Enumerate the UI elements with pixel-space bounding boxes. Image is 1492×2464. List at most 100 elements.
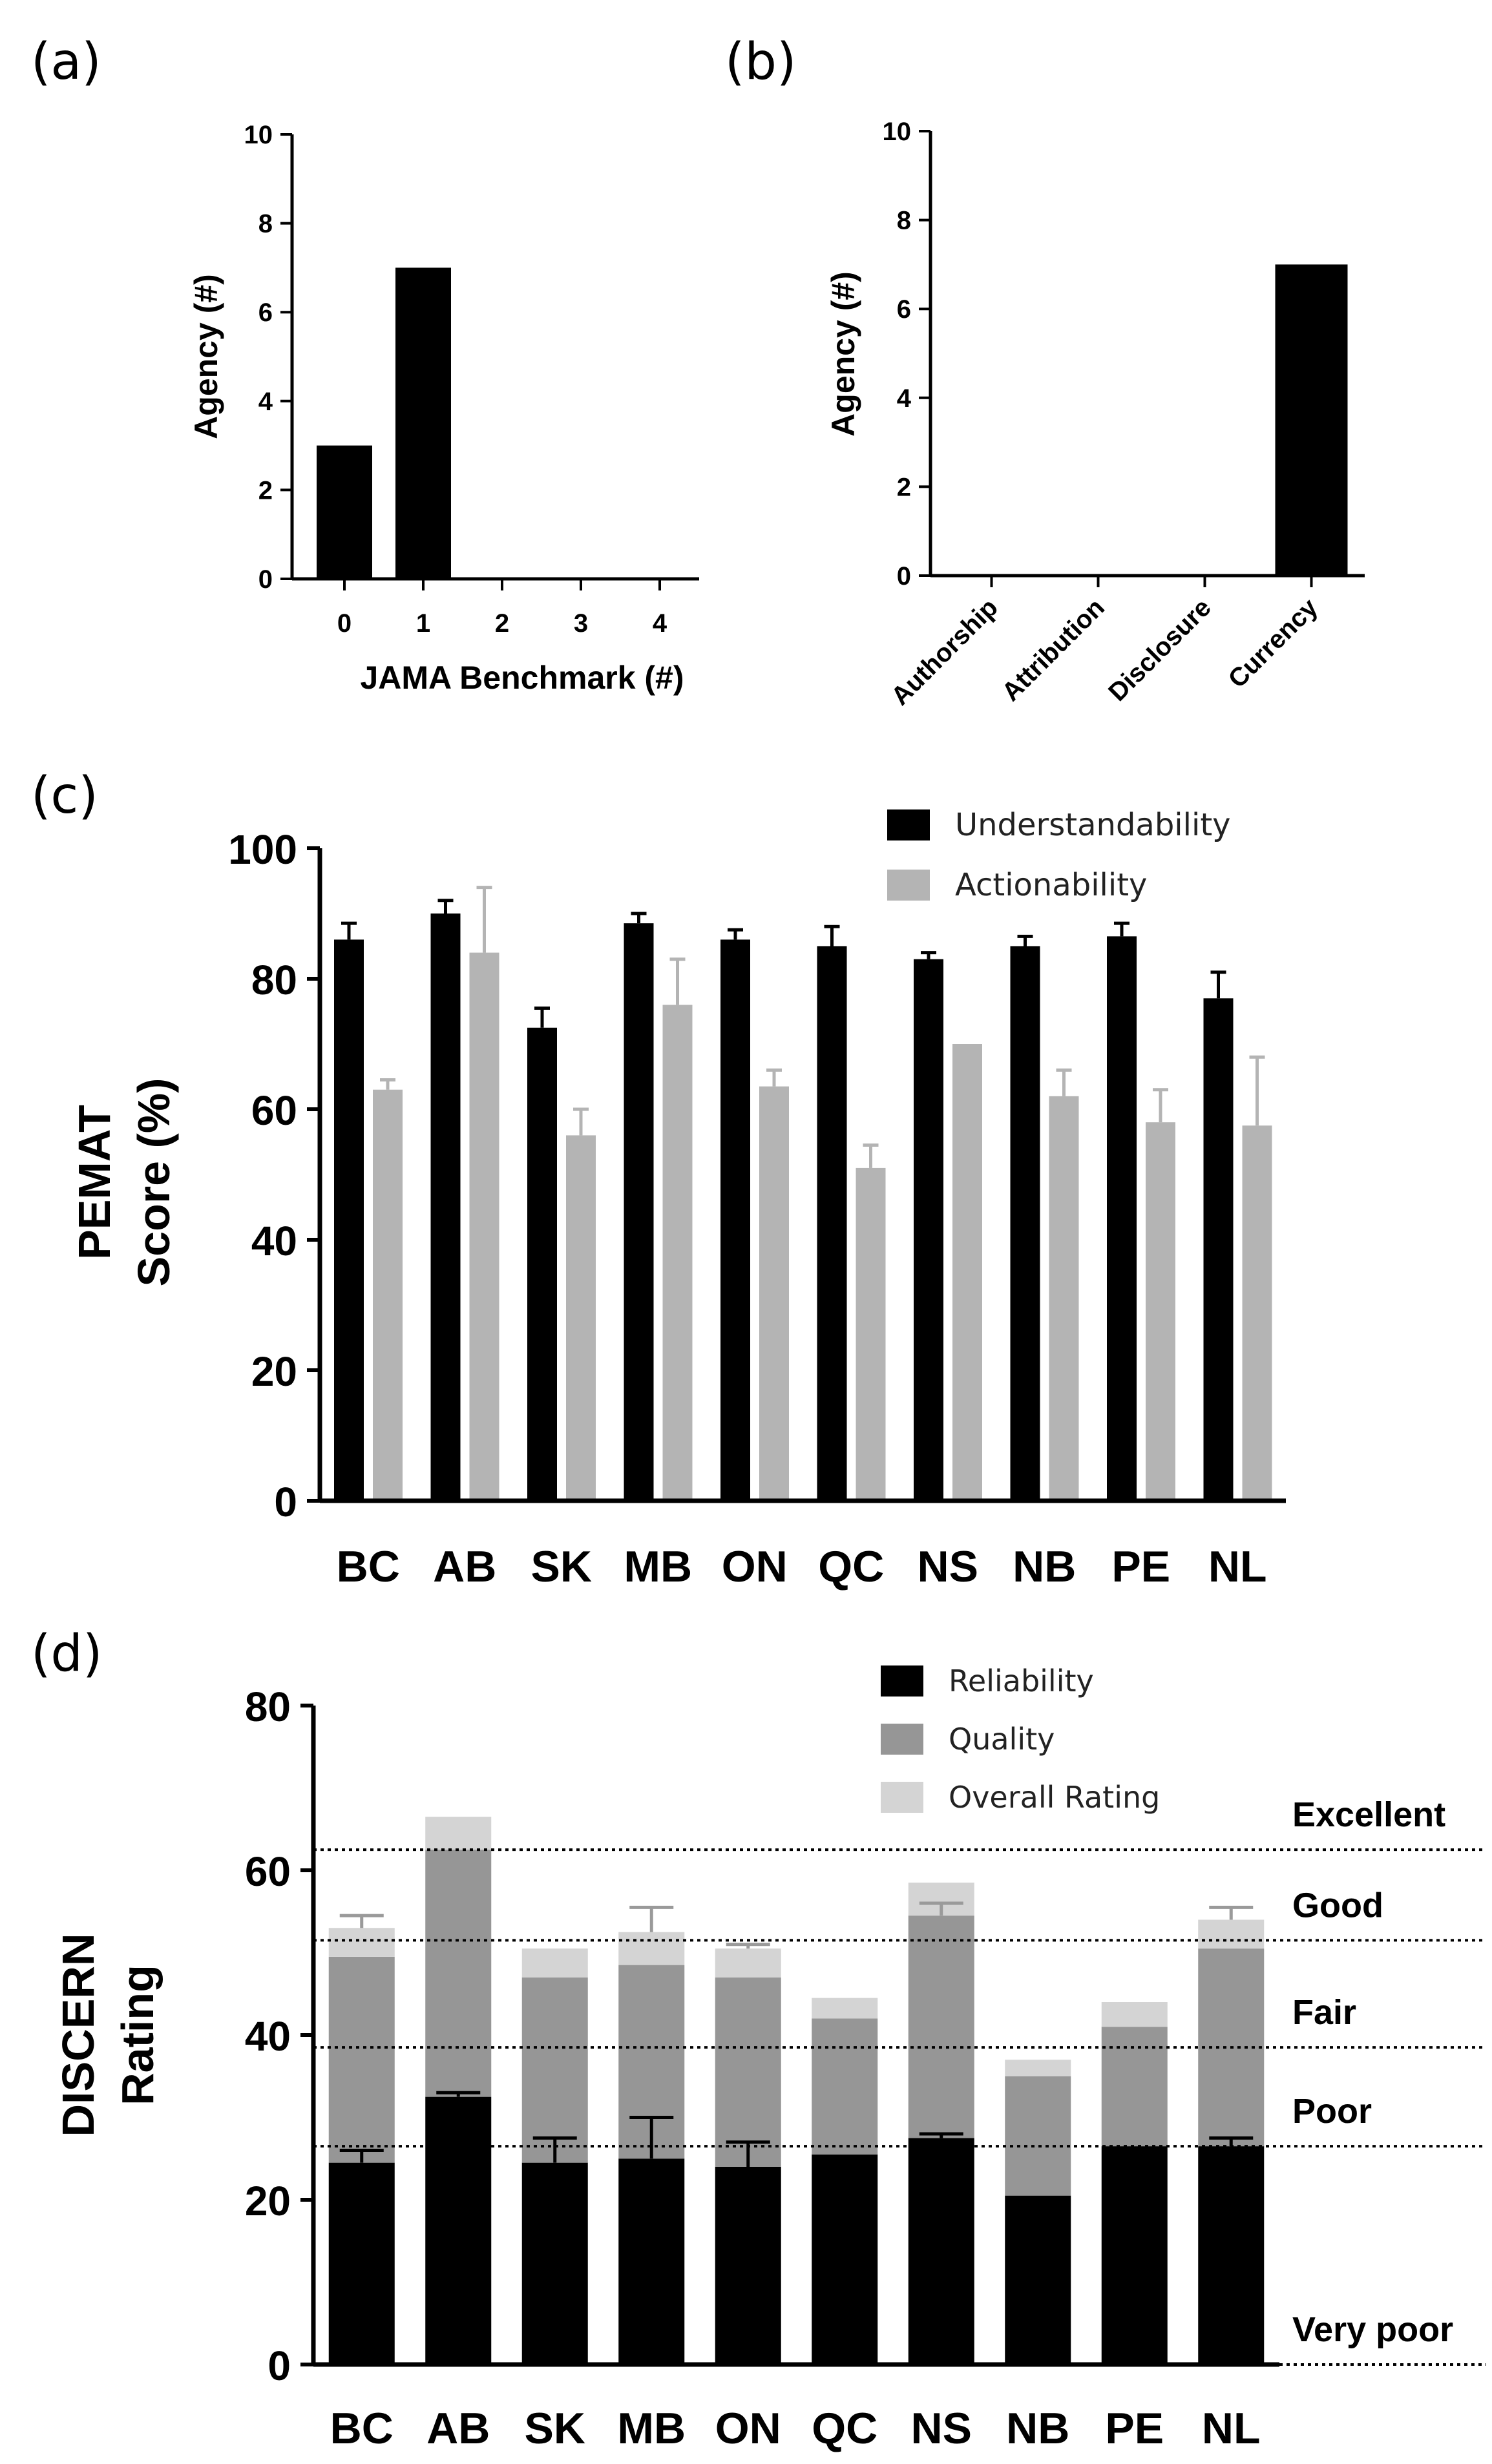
x-tick-label: NL xyxy=(1208,1542,1267,1591)
bar-d-overall-rating-pe xyxy=(1101,2002,1168,2027)
x-tick-label: 3 xyxy=(574,609,588,638)
y-tick-label: 6 xyxy=(897,295,911,324)
bar-d-quality-nb xyxy=(1005,2076,1071,2196)
bar-c-actionability-sk xyxy=(566,1135,596,1501)
legend-swatch-quality xyxy=(881,1724,923,1755)
y-tick-label: 60 xyxy=(245,1848,291,1895)
y-axis-title: PEMAT Score (%) xyxy=(69,1078,179,1287)
bar-d-overall-rating-mb xyxy=(618,1932,685,1965)
panel-label-d: (d) xyxy=(31,1625,102,1683)
bar-c-actionability-nl xyxy=(1242,1125,1272,1501)
bar-d-overall-rating-on xyxy=(715,1948,781,1978)
bar-b-currency xyxy=(1275,264,1348,576)
bar-d-reliability-qc xyxy=(812,2154,878,2365)
y-tick-label: 2 xyxy=(258,476,273,505)
y-tick-label: 0 xyxy=(268,2343,291,2389)
chart-c: (c) BC AB SK MB ON QC NS NB PE NL 0 20 40 60 80 100 PEMAT… xyxy=(31,767,1286,1591)
x-tick-label: PE xyxy=(1105,2404,1164,2453)
legend-swatch-actionability xyxy=(887,870,930,901)
y-tick-label: 0 xyxy=(258,565,273,594)
bar-d-quality-qc xyxy=(812,2018,878,2155)
bar-d-quality-bc xyxy=(328,1956,395,2163)
bar-d-overall-rating-bc xyxy=(328,1928,395,1957)
x-tick-label: AB xyxy=(433,1542,496,1591)
y-axis-title-line: Score (%) xyxy=(129,1078,179,1287)
bar-d-reliability-ab xyxy=(425,2096,492,2365)
bar-c-understandability-ns xyxy=(914,959,943,1501)
y-axis-title: DISCERN Rating xyxy=(53,1933,163,2136)
threshold-label: Fair xyxy=(1292,1993,1356,2032)
x-tick-label: ON xyxy=(722,1542,788,1591)
x-tick-label: 4 xyxy=(653,609,667,638)
y-tick-label: 8 xyxy=(897,207,911,235)
bar-c-actionability-bc xyxy=(373,1089,403,1501)
bar-c-understandability-qc xyxy=(817,946,847,1501)
legend-swatch-understandability xyxy=(887,809,930,840)
y-tick-label: 60 xyxy=(251,1087,297,1134)
x-tick-label: PE xyxy=(1111,1542,1170,1591)
x-tick-label: QC xyxy=(818,1542,884,1591)
chart-d: (d) BC AB SK MB ON QC NS NB PE NL Excellent Good Fair… xyxy=(31,1625,1486,2453)
chart-a: (a) 0 1 2 3 4 0 2 4 6 8 10 JAMA Benchmark (#) Agency … xyxy=(31,33,699,696)
bar-c-understandability-bc xyxy=(334,939,364,1501)
y-tick-label: 2 xyxy=(897,473,911,501)
bar-c-actionability-nb xyxy=(1049,1096,1079,1501)
y-tick-label: 10 xyxy=(883,118,912,146)
bar-d-reliability-nl xyxy=(1198,2146,1265,2365)
bar-c-actionability-mb xyxy=(662,1005,693,1501)
bar-d-overall-rating-nl xyxy=(1198,1919,1265,1949)
bar-d-reliability-ns xyxy=(908,2138,974,2365)
bar-c-actionability-ns xyxy=(952,1044,982,1501)
bar-c-actionability-pe xyxy=(1146,1122,1175,1501)
x-tick-label: 1 xyxy=(416,609,430,638)
x-tick-label: BC xyxy=(330,2404,394,2453)
y-tick-label: 20 xyxy=(245,2178,291,2224)
legend-swatch-reliability xyxy=(881,1665,923,1697)
threshold-label: Excellent xyxy=(1292,1795,1445,1834)
bar-c-understandability-ab xyxy=(430,914,461,1501)
y-tick-label: 4 xyxy=(258,388,273,416)
bar-d-reliability-pe xyxy=(1101,2146,1168,2365)
x-tick-label: MB xyxy=(624,1542,692,1591)
y-axis-title-line: DISCERN xyxy=(53,1933,103,2136)
x-tick-label: MB xyxy=(617,2404,686,2453)
x-tick-label: NS xyxy=(918,1542,978,1591)
y-tick-label: 4 xyxy=(897,384,912,413)
panel-label-b: (b) xyxy=(725,33,796,91)
y-tick-label: 80 xyxy=(251,957,297,1003)
bar-c-understandability-pe xyxy=(1107,936,1137,1501)
y-tick-label: 0 xyxy=(897,562,911,590)
x-tick-label: SK xyxy=(525,2404,585,2453)
bar-a-0 xyxy=(317,445,372,579)
x-tick-label: AB xyxy=(426,2404,490,2453)
y-tick-label: 40 xyxy=(245,2013,291,2060)
bar-c-actionability-on xyxy=(759,1086,789,1501)
legend-label: Reliability xyxy=(949,1664,1094,1698)
x-tick-label: 0 xyxy=(337,609,352,638)
y-axis-title: Agency (#) xyxy=(188,274,224,439)
x-tick-label: NB xyxy=(1013,1542,1076,1591)
bar-d-quality-on xyxy=(715,1977,781,2167)
bar-d-quality-sk xyxy=(521,1977,588,2163)
bar-c-actionability-qc xyxy=(856,1167,886,1501)
y-tick-label: 10 xyxy=(244,121,273,149)
bar-d-reliability-sk xyxy=(521,2162,588,2365)
legend-label: Understandability xyxy=(955,807,1231,843)
x-tick-label: NB xyxy=(1006,2404,1069,2453)
x-tick-label: ON xyxy=(715,2404,781,2453)
bar-c-understandability-nb xyxy=(1010,946,1040,1501)
panel-label-c: (c) xyxy=(31,767,98,825)
x-tick-label: SK xyxy=(531,1542,592,1591)
y-axis-title-line: PEMAT xyxy=(69,1105,120,1260)
y-tick-label: 40 xyxy=(251,1218,297,1264)
bar-c-understandability-nl xyxy=(1203,998,1234,1501)
bar-c-understandability-on xyxy=(720,939,750,1501)
bar-d-quality-ns xyxy=(908,1916,974,2138)
legend-swatch-overall-rating xyxy=(881,1782,923,1813)
y-tick-label: 20 xyxy=(251,1348,297,1395)
y-tick-label: 8 xyxy=(258,210,273,238)
bar-d-overall-rating-qc xyxy=(812,1998,878,2019)
y-tick-label: 100 xyxy=(228,826,297,873)
bar-a-1 xyxy=(395,267,451,579)
